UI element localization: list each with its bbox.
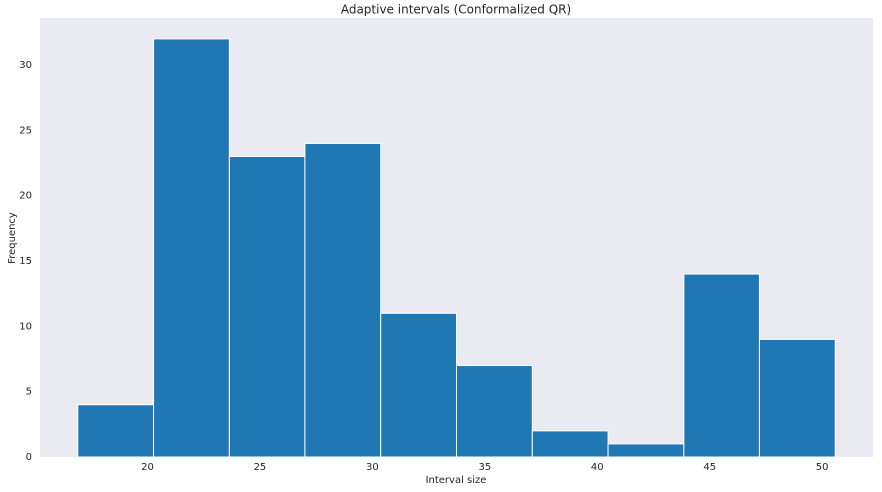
y-axis-label: Frequency xyxy=(7,212,18,264)
y-tick-label: 25 xyxy=(19,125,32,136)
x-tick-label: 50 xyxy=(816,462,829,473)
chart-title: Adaptive intervals (Conformalized QR) xyxy=(341,3,571,17)
bar xyxy=(380,312,457,458)
x-axis-label: Interval size xyxy=(426,475,487,486)
y-tick-label: 20 xyxy=(19,191,32,202)
y-tick-label: 0 xyxy=(26,452,32,463)
y-tick-label: 30 xyxy=(19,60,32,71)
y-tick-label: 10 xyxy=(19,321,32,332)
bar xyxy=(758,338,836,458)
bar xyxy=(607,443,685,458)
bar xyxy=(153,38,230,458)
bar xyxy=(531,430,609,458)
bar xyxy=(456,365,533,458)
x-tick-label: 30 xyxy=(366,462,379,473)
x-tick-label: 45 xyxy=(703,462,716,473)
bar xyxy=(304,142,382,458)
bar xyxy=(683,273,760,458)
x-tick-label: 40 xyxy=(591,462,604,473)
x-tick-label: 20 xyxy=(141,462,154,473)
bar xyxy=(228,155,306,458)
x-tick-label: 35 xyxy=(478,462,491,473)
y-tick-label: 5 xyxy=(26,387,32,398)
bar xyxy=(77,404,155,458)
y-tick-label: 15 xyxy=(19,256,32,267)
x-tick-label: 25 xyxy=(254,462,267,473)
